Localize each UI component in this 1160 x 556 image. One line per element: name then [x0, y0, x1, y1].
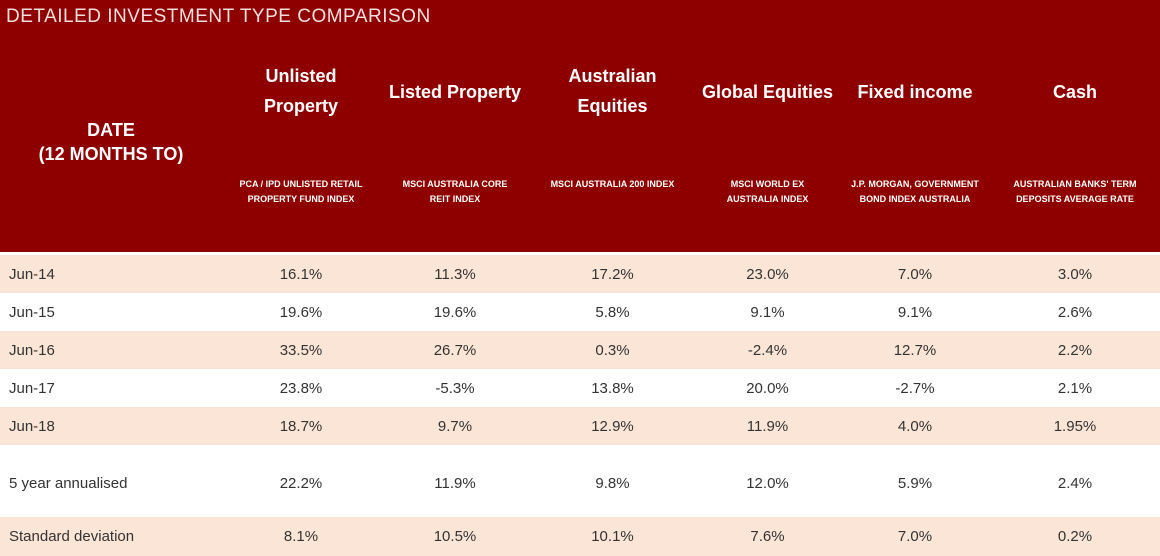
date-header-line-2: (12 MONTHS TO)	[38, 144, 184, 164]
column-name: Fixed income	[857, 82, 973, 102]
table-cell: 7.6%	[750, 528, 785, 545]
table-cell: 5.9%	[897, 474, 933, 492]
column-header-global-equities: Global Equities MSCI WORLD ex AUSTRALIA …	[695, 0, 840, 252]
summary-row: 5 year annualised 22.2% 11.9% 9.8% 12.0%…	[0, 463, 1160, 503]
table-cell: 10.5%	[433, 528, 477, 545]
table-cell: 8.1%	[283, 528, 319, 545]
table-cell: 7.0%	[897, 528, 933, 545]
column-header-unlisted-property: Unlisted Property PCA / IPD UNLISTED RET…	[222, 0, 380, 252]
column-index-source: PCA / IPD UNLISTED RETAIL PROPERTY FUND …	[239, 179, 363, 204]
table-cell: 23.8%	[279, 379, 323, 397]
column-index-source: J.P. MORGAN, GOVERNMENT BOND INDEX AUSTR…	[851, 179, 979, 204]
table-row: Jun-18 18.7% 9.7% 12.9% 11.9% 4.0% 1.95%	[0, 407, 1160, 445]
table-row: Jun-17 23.8% -5.3% 13.8% 20.0% -2.7% 2.1…	[0, 369, 1160, 407]
column-index-source: MSCI AUSTRALIA CORE REIT INDEX	[402, 179, 508, 204]
table-cell: 2.2%	[1057, 341, 1093, 359]
table-cell: 9.7%	[437, 417, 473, 435]
column-name: Listed Property	[388, 82, 522, 102]
table-cell: 26.7%	[433, 341, 477, 359]
row-label: Jun-15	[9, 303, 55, 321]
column-header-cash: Cash AUSTRALIAN BANKS' TERM DEPOSITS AVE…	[990, 0, 1160, 252]
table-cell: 11.9%	[434, 474, 476, 492]
table-cell: 19.6%	[433, 303, 477, 321]
table-cell: 9.1%	[897, 303, 933, 321]
table-cell: 33.5%	[279, 341, 323, 359]
table-cell: 18.7%	[279, 417, 323, 435]
table-cell: 3.0%	[1057, 265, 1093, 283]
column-index-source: AUSTRALIAN BANKS' TERM DEPOSITS AVERAGE …	[1013, 179, 1137, 204]
table-cell: 9.8%	[595, 474, 630, 492]
table-cell: 16.1%	[279, 265, 323, 283]
summary-row: Standard deviation 8.1% 10.5% 10.1% 7.6%…	[0, 517, 1160, 556]
table-cell: 9.1%	[750, 303, 785, 321]
table-title: DETAILED INVESTMENT TYPE COMPARISON	[6, 6, 431, 27]
table-cell: 20.0%	[746, 379, 789, 397]
row-label: 5 year annualised	[9, 474, 128, 492]
table-cell: 23.0%	[746, 265, 789, 283]
table-cell: 22.2%	[279, 474, 323, 492]
table-cell: 13.8%	[591, 379, 634, 397]
column-name: Australian Equities	[568, 66, 657, 116]
table-cell: -2.7%	[895, 379, 935, 397]
table-cell: 12.9%	[591, 417, 634, 435]
table-cell: 2.6%	[1057, 303, 1093, 321]
row-spacer	[0, 503, 1160, 517]
column-name: Unlisted Property	[263, 66, 339, 116]
column-header-australian-equities: Australian Equities MSCI AUSTRALIA 200 I…	[530, 0, 695, 252]
table-cell: 17.2%	[591, 265, 634, 283]
table-cell: 12.0%	[746, 474, 789, 492]
date-column-header: DATE (12 MONTHS TO)	[0, 118, 222, 166]
table-row: Jun-16 33.5% 26.7% 0.3% -2.4% 12.7% 2.2%	[0, 331, 1160, 369]
table-cell: 2.4%	[1057, 474, 1093, 492]
table-cell: 11.9%	[746, 417, 789, 435]
table-cell: -5.3%	[435, 379, 475, 397]
table-cell: 0.2%	[1057, 528, 1093, 545]
column-name: Cash	[1052, 82, 1097, 102]
date-header-line-1: DATE	[87, 120, 135, 140]
column-name: Global Equities	[701, 82, 834, 102]
table-cell: 19.6%	[279, 303, 323, 321]
row-label: Jun-16	[9, 341, 55, 359]
table-cell: 5.8%	[595, 303, 630, 321]
row-label: Jun-17	[9, 379, 55, 397]
table-cell: 7.0%	[897, 265, 933, 283]
table-header: DETAILED INVESTMENT TYPE COMPARISON DATE…	[0, 0, 1160, 252]
table-row: Jun-15 19.6% 19.6% 5.8% 9.1% 9.1% 2.6%	[0, 293, 1160, 331]
table-cell: 12.7%	[893, 341, 937, 359]
column-index-source: MSCI WORLD ex AUSTRALIA INDEX	[726, 179, 809, 204]
table-row: Jun-14 16.1% 11.3% 17.2% 23.0% 7.0% 3.0%	[0, 255, 1160, 293]
column-index-source: MSCI AUSTRALIA 200 INDEX	[550, 179, 675, 189]
row-label: Jun-14	[9, 265, 55, 283]
table-cell: 10.1%	[591, 528, 634, 545]
row-label: Standard deviation	[9, 528, 135, 545]
column-header-listed-property: Listed Property MSCI AUSTRALIA CORE REIT…	[380, 0, 530, 252]
table-cell: 11.3%	[434, 265, 476, 283]
row-spacer	[0, 445, 1160, 463]
column-header-fixed-income: Fixed income J.P. MORGAN, GOVERNMENT BON…	[840, 0, 990, 252]
table-cell: -2.4%	[747, 341, 788, 359]
table-cell: 2.1%	[1057, 379, 1093, 397]
table-cell: 1.95%	[1053, 417, 1097, 435]
table-cell: 0.3%	[595, 341, 630, 359]
table-cell: 4.0%	[897, 417, 933, 435]
row-label: Jun-18	[9, 417, 55, 435]
